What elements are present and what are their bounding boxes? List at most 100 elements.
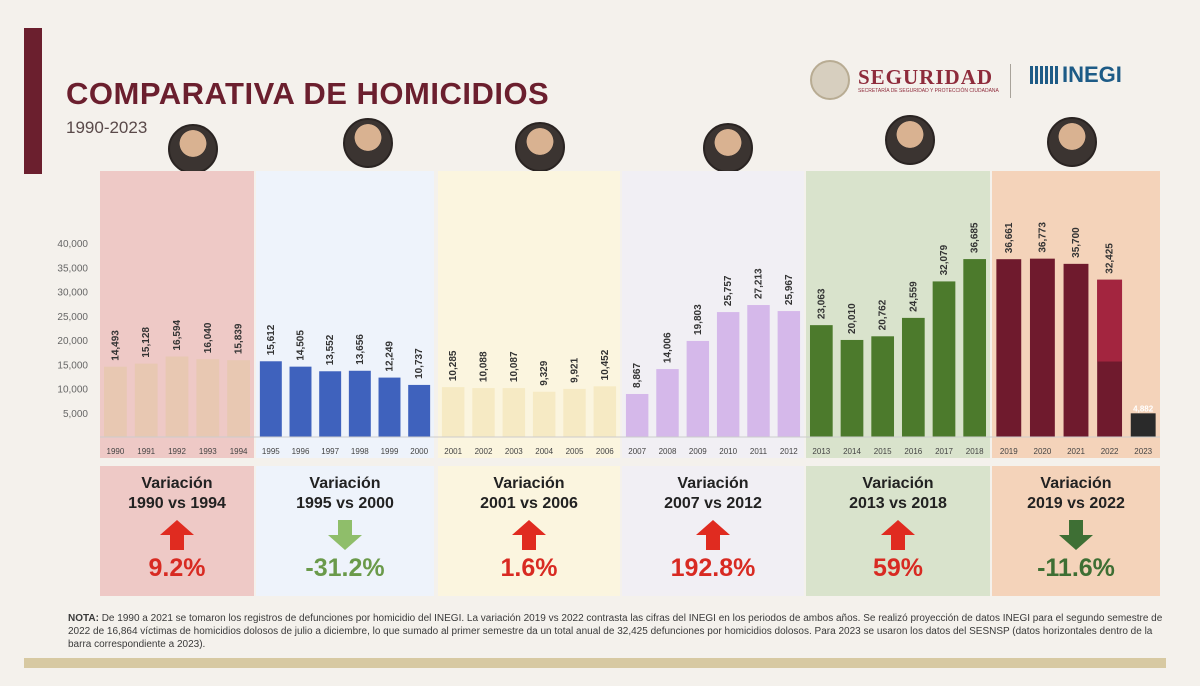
bar-2006 [593,386,617,437]
bar-2009 [686,340,710,437]
bar-2004 [532,391,556,437]
period-background-3 [438,171,620,458]
x-tick-label-1996: 1996 [292,447,310,456]
x-tick-label-2003: 2003 [505,447,523,456]
bar-value-label-2012: 25,967 [784,274,795,305]
bar-value-label-2016: 24,559 [908,281,919,312]
bar-2010 [716,312,740,437]
bar-2013 [809,325,833,437]
seguridad-logo-subtext: SECRETARÍA DE SEGURIDAD Y PROTECCIÓN CIU… [858,88,999,94]
bar-value-label-1993: 16,040 [203,322,214,353]
y-tick-label: 15,000 [57,360,88,371]
bar-2014 [840,339,864,437]
x-tick-label-2017: 2017 [935,447,953,456]
arrow-up-icon [512,520,546,550]
bar-value-label-2009: 19,803 [693,304,704,335]
x-tick-label-1993: 1993 [199,447,217,456]
bar-2023 [1130,413,1156,437]
variation-title-3: Variación 2001 vs 2006 [480,475,578,512]
x-tick-label-2008: 2008 [659,447,677,456]
x-tick-label-2019: 2019 [1000,447,1018,456]
arrow-up-icon [881,520,915,550]
x-tick-label-2018: 2018 [966,447,984,456]
x-tick-label-1994: 1994 [230,447,248,456]
bar-1996 [289,366,312,437]
variation-value-1: 9.2% [148,554,206,582]
variation-box-1: Variación 1990 vs 1994 9.2% [100,466,254,596]
y-tick-label: 20,000 [57,336,88,347]
bar-value-label-1990: 14,493 [110,330,121,361]
page-title: COMPARATIVA DE HOMICIDIOS [66,76,550,111]
bar-value-label-2019: 36,661 [1004,222,1015,253]
bar-value-label-1992: 16,594 [172,319,183,350]
president-avatar-2 [343,118,393,168]
x-tick-label-2000: 2000 [410,447,428,456]
bar-1998 [348,370,371,437]
inegi-logo-text: INEGI [1062,62,1122,87]
variation-value-5: 59% [872,554,924,582]
bar-1999 [378,377,401,437]
bar-value-label-2000: 10,737 [414,348,425,379]
y-tick-label: 5,000 [63,409,88,420]
variation-title-5: Variación 2013 vs 2018 [849,475,947,512]
x-tick-label-1998: 1998 [351,447,369,456]
bar-value-label-2022: 32,425 [1105,243,1116,274]
bar-2001 [441,387,465,437]
variation-value-3: 1.6% [500,554,558,582]
y-tick-label: 25,000 [57,312,88,323]
x-tick-label-2023: 2023 [1134,447,1152,456]
bar-value-label-2008: 14,006 [663,332,674,363]
arrow-up-icon [160,520,194,550]
bar-value-label-1991: 15,128 [141,327,152,358]
period-background-5 [806,171,990,458]
bar-2019 [996,259,1022,437]
y-tick-label: 10,000 [57,385,88,396]
seguridad-logo: SEGURIDAD SECRETARÍA DE SEGURIDAD Y PROT… [810,60,999,100]
inegi-logo: INEGI [1030,62,1122,88]
bar-2015 [871,336,895,437]
x-tick-label-2015: 2015 [874,447,892,456]
bar-2007 [625,393,649,437]
bar-2005 [563,388,586,437]
bar-1991 [134,363,158,437]
bottom-rule [24,658,1166,668]
seal-icon [810,60,850,100]
bars: 14,493 1990 15,128 1991 16,594 1992 16,040 1993… [104,222,1156,456]
bar-2022-projection-segment [1097,279,1123,362]
bar-value-label-1996: 14,505 [296,330,307,361]
variation-box-2: Variación 1995 vs 2000 -31.2% [256,466,434,596]
bar-value-label-2011: 27,213 [754,268,765,299]
x-tick-label-2004: 2004 [535,447,553,456]
bar-value-label-1994: 15,839 [234,323,245,354]
x-tick-label-1999: 1999 [381,447,399,456]
bar-2003 [502,388,526,437]
bar-1992 [165,356,189,437]
x-tick-label-2009: 2009 [689,447,707,456]
x-tick-label-2005: 2005 [566,447,584,456]
bar-2008 [656,369,679,437]
president-avatar-4 [703,123,753,173]
y-axis: 5,000 10,000 15,000 20,000 25,000 30,000 35,00… [57,239,88,420]
bar-value-label-2007: 8,867 [632,363,643,388]
variation-value-4: 192.8% [670,554,756,582]
x-tick-label-2006: 2006 [596,447,614,456]
variation-title-4: Variación 2007 vs 2012 [664,475,762,512]
bar-value-label-2018: 36,685 [970,222,981,253]
variation-box-5: Variación 2013 vs 2018 59% [806,466,990,596]
variation-box-6: Variación 2019 vs 2022 -11.6% [992,466,1160,596]
title-accent-bar [24,28,42,174]
bar-value-label-2003: 10,087 [509,351,520,382]
bar-1994 [227,360,250,437]
president-avatar-6 [1047,117,1097,167]
bar-value-label-1997: 13,552 [325,334,336,365]
variation-value-2: -31.2% [305,554,385,582]
bar-value-label-2006: 10,452 [600,349,611,380]
bar-value-label-2023: 4,882 [1133,404,1154,413]
president-avatar-5 [885,115,935,165]
bar-value-label-1995: 15,612 [266,324,277,355]
bar-value-label-2010: 25,757 [723,275,734,306]
bar-2021 [1063,263,1089,437]
bar-value-label-2004: 9,329 [539,360,550,385]
arrow-up-icon [696,520,730,550]
